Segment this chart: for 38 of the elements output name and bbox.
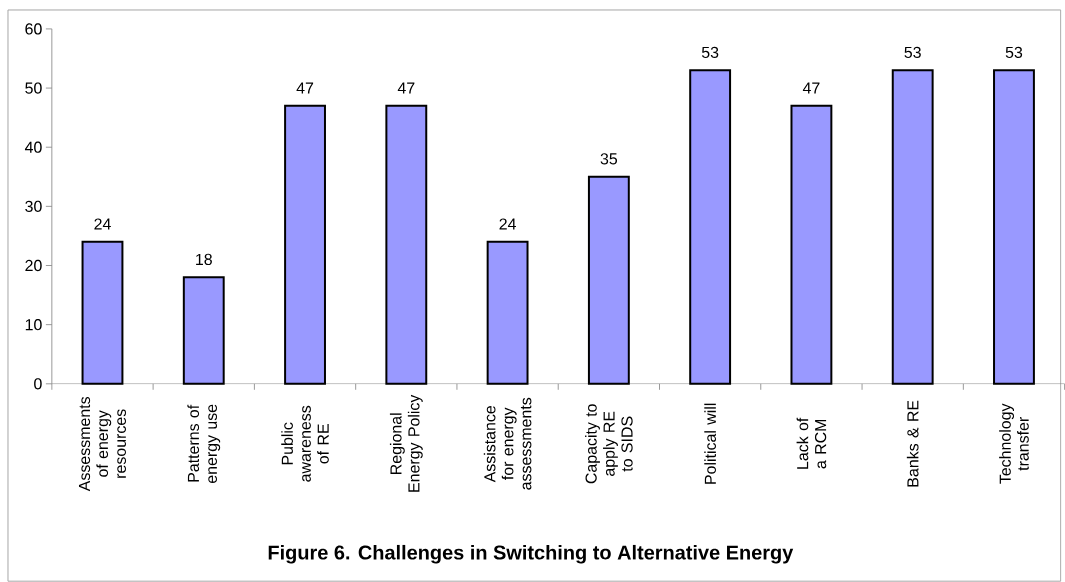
bar (486, 240, 529, 385)
data-label: 53 (1005, 46, 1023, 58)
y-tick-label: 20 (25, 259, 42, 272)
x-tick-label: Public awareness of RE (281, 405, 329, 482)
x-tick-label: Capacity to apply RE to SIDS (585, 404, 633, 484)
data-label: 47 (397, 82, 415, 94)
bar (689, 69, 732, 385)
data-label: 47 (296, 82, 314, 94)
x-tick-label: Regional Energy Policy (389, 394, 423, 492)
x-tick-label: Technology transfer (999, 403, 1029, 484)
data-label: 53 (701, 46, 719, 58)
x-tick-label: Political will (704, 403, 716, 484)
y-tick-label: 10 (25, 318, 42, 331)
y-tick-label: 50 (25, 82, 42, 94)
bar (790, 104, 833, 385)
data-label: 18 (196, 253, 212, 265)
y-tick-label: 30 (25, 200, 42, 212)
data-label: 53 (904, 46, 921, 58)
data-label: 47 (802, 82, 820, 94)
x-tick-label: Assistance for energy assessments (483, 397, 532, 490)
x-tick-label: Lack of a RCM (796, 417, 827, 469)
bar (891, 69, 934, 385)
y-tick-label: 0 (34, 378, 42, 390)
data-label: 24 (94, 218, 111, 230)
bar (587, 175, 630, 385)
x-tick-label: Assessments of energy resources (78, 396, 126, 492)
bar (81, 240, 124, 385)
y-tick-label: 60 (25, 23, 42, 35)
bar (993, 69, 1035, 385)
data-label: 35 (600, 153, 618, 165)
bar (284, 104, 326, 385)
text: Figure 6. Challenges in Switching to Alternative Energy (268, 544, 794, 564)
data-label: 24 (499, 218, 516, 230)
y-tick-label: 40 (24, 141, 42, 153)
x-tick-label: Banks & RE (906, 400, 919, 487)
bar (182, 276, 225, 385)
x-tick-label: Patterns of energy use (187, 404, 221, 483)
bar (385, 104, 428, 385)
